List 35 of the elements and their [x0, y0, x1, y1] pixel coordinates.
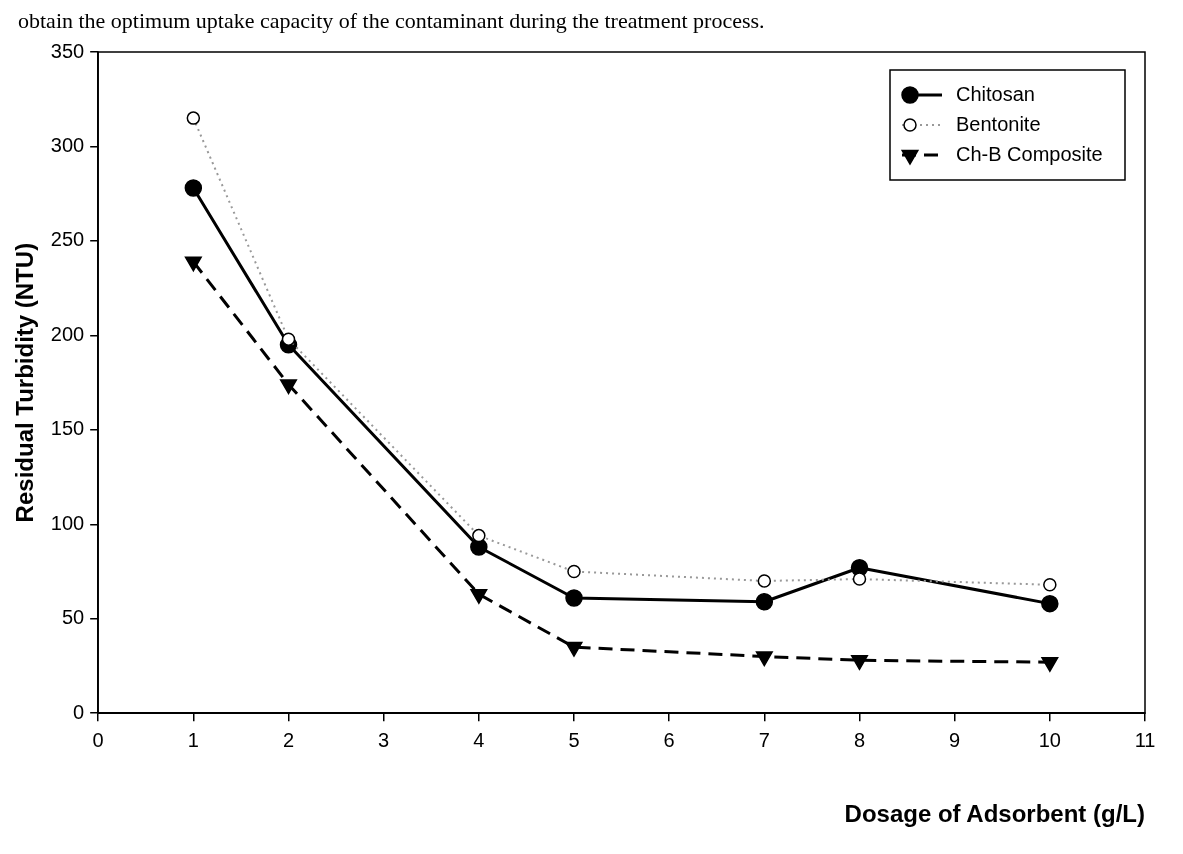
point [755, 592, 774, 611]
y-tick-label: 0 [73, 700, 85, 723]
x-tick-label: 9 [949, 728, 961, 751]
y-tick-label: 200 [50, 322, 85, 345]
point [1041, 656, 1059, 672]
point [850, 655, 869, 671]
x-tick-label: 6 [663, 728, 675, 751]
x-tick-label: 11 [1134, 728, 1156, 751]
y-axis-title: Residual Turbidity (NTU) [11, 242, 39, 523]
x-tick-label: 5 [568, 728, 580, 751]
point [565, 589, 583, 607]
point [184, 179, 203, 197]
y-tick-label: 150 [50, 417, 85, 440]
y-tick-label: 50 [61, 606, 85, 629]
point [565, 641, 583, 657]
legend-label: Chitosan [956, 82, 1035, 105]
point [1041, 594, 1059, 613]
y-tick-label: 100 [50, 511, 85, 534]
point [470, 588, 488, 604]
x-tick-label: 3 [378, 728, 390, 751]
x-tick-label: 8 [853, 728, 866, 751]
x-tick-label: 10 [1038, 728, 1061, 751]
y-tick-label: 300 [50, 133, 85, 156]
point [755, 651, 773, 667]
x-tick-label: 1 [187, 728, 199, 751]
y-tick-label: 250 [50, 228, 85, 251]
x-axis-title: Dosage of Adsorbent (g/L) [844, 800, 1145, 828]
x-tick-label: 4 [473, 728, 485, 751]
legend-label: Bentonite [956, 112, 1041, 135]
legend-label: Ch-B Composite [956, 142, 1103, 165]
y-tick-label: 350 [50, 39, 85, 62]
x-tick-label: 0 [92, 728, 104, 751]
x-tick-label: 7 [758, 728, 770, 751]
x-tick-label: 2 [282, 728, 295, 751]
text: obtain the optimum uptake capacity of the contaminant during the treatment process. [18, 8, 766, 34]
